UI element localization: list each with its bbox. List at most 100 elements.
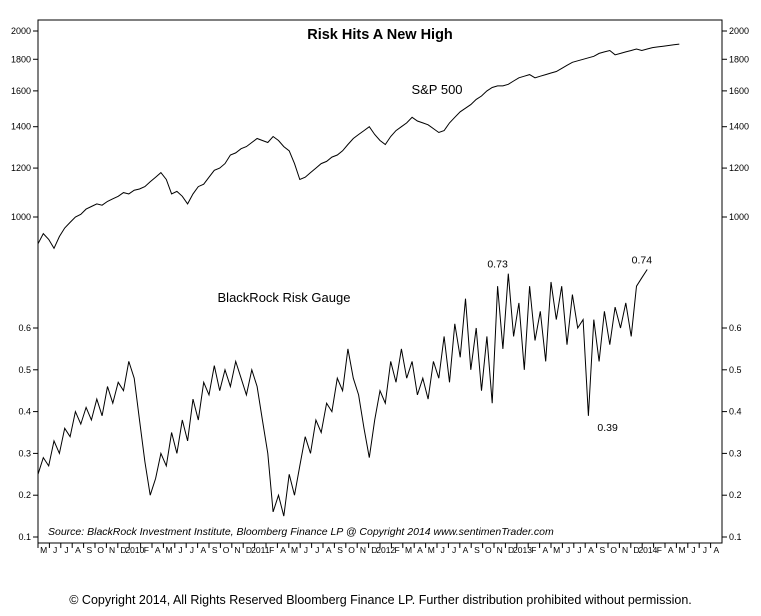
y-tick-label-right: 2000 xyxy=(729,26,749,36)
x-tick-label: A xyxy=(713,545,719,555)
x-tick-label: F xyxy=(269,545,274,555)
x-tick-label: F xyxy=(657,545,662,555)
chart-title: Risk Hits A New High xyxy=(307,27,453,43)
y-tick-label-left: 0.5 xyxy=(18,365,31,375)
y-tick-label-right: 1800 xyxy=(729,54,749,64)
x-tick-label: M xyxy=(679,545,686,555)
y-tick-label-right: 0.3 xyxy=(729,448,742,458)
x-tick-label: A xyxy=(200,545,206,555)
y-tick-label-right: 0.6 xyxy=(729,323,742,333)
x-tick-label: A xyxy=(542,545,548,555)
x-tick-label: F xyxy=(394,545,399,555)
left-axis-ticks: 2000 1800 1600 1400 1200 1000 0.6 0.5 0.4 0.3 0.2 0… xyxy=(11,26,38,542)
y-tick-label-left: 0.3 xyxy=(18,448,31,458)
x-tick-label: A xyxy=(463,545,469,555)
x-tick-label: N xyxy=(622,545,628,555)
x-tick-label: F xyxy=(144,545,149,555)
x-tick-label: J xyxy=(577,545,581,555)
y-tick-label-left: 1800 xyxy=(11,54,31,64)
x-tick-label: A xyxy=(155,545,161,555)
y-tick-label-right: 0.5 xyxy=(729,365,742,375)
annotation-label: 0.74 xyxy=(632,254,653,266)
x-tick-label: S xyxy=(474,545,480,555)
sp500-label: S&P 500 xyxy=(411,82,462,97)
x-tick-label: J xyxy=(452,545,456,555)
y-tick-label-right: 0.1 xyxy=(729,532,742,542)
x-tick-label: M xyxy=(405,545,412,555)
y-tick-label-right: 1000 xyxy=(729,212,749,222)
x-tick-label: 2011 xyxy=(251,545,270,555)
x-tick-label: N xyxy=(497,545,503,555)
x-tick-label: A xyxy=(417,545,423,555)
x-tick-label: M xyxy=(166,545,173,555)
x-tick-label: D xyxy=(120,545,126,555)
sp500-line xyxy=(37,43,680,250)
x-tick-label: 2014 xyxy=(638,545,657,555)
plot-frame xyxy=(37,19,723,544)
x-tick-label: J xyxy=(441,545,445,555)
copyright-footer: © Copyright 2014, All Rights Reserved Bl… xyxy=(69,593,692,607)
y-tick-label-left: 0.6 xyxy=(18,323,31,333)
x-tick-label: F xyxy=(531,545,536,555)
y-tick-label-right: 1600 xyxy=(729,86,749,96)
x-tick-label: M xyxy=(428,545,435,555)
y-tick-label-right: 1200 xyxy=(729,163,749,173)
x-tick-label: D xyxy=(371,545,377,555)
x-tick-label: M xyxy=(40,545,47,555)
y-tick-label-left: 1200 xyxy=(11,163,31,173)
y-tick-label-left: 1600 xyxy=(11,86,31,96)
chart-svg: Risk Hits A New High S&P 500 BlackRock R… xyxy=(11,19,749,555)
y-tick-label-left: 0.1 xyxy=(18,532,31,542)
x-tick-label: O xyxy=(348,545,355,555)
x-tick-label: J xyxy=(566,545,570,555)
source-note: Source: BlackRock Investment Institute, … xyxy=(48,526,554,538)
x-tick-label: D xyxy=(246,545,252,555)
x-tick-label: O xyxy=(610,545,617,555)
x-tick-label: A xyxy=(588,545,594,555)
x-tick-label: J xyxy=(691,545,695,555)
x-tick-label: O xyxy=(97,545,104,555)
x-tick-label: O xyxy=(485,545,492,555)
x-tick-label: N xyxy=(234,545,240,555)
x-tick-label: J xyxy=(304,545,308,555)
x-tick-label: A xyxy=(326,545,332,555)
x-tick-label: 2013 xyxy=(513,545,532,555)
x-tick-label: J xyxy=(64,545,68,555)
x-tick-label: J xyxy=(53,545,57,555)
x-tick-label: J xyxy=(315,545,319,555)
x-tick-label: 2010 xyxy=(125,545,144,555)
x-tick-label: S xyxy=(212,545,218,555)
y-tick-label-left: 0.4 xyxy=(18,407,31,417)
x-tick-label: 2012 xyxy=(376,545,395,555)
x-tick-label: S xyxy=(86,545,92,555)
x-tick-label: N xyxy=(360,545,366,555)
x-tick-label: A xyxy=(668,545,674,555)
annotation-label: 0.73 xyxy=(487,259,508,271)
y-tick-label-left: 2000 xyxy=(11,26,31,36)
x-tick-label: M xyxy=(291,545,298,555)
x-tick-label: J xyxy=(703,545,707,555)
right-axis-ticks: 2000 1800 1600 1400 1200 1000 0.6 0.5 0.4 0.3 0.2 0… xyxy=(722,26,749,542)
x-tick-label: M xyxy=(553,545,560,555)
y-tick-label-right: 1400 xyxy=(729,122,749,132)
y-tick-label-left: 1400 xyxy=(11,122,31,132)
risk-gauge-label: BlackRock Risk Gauge xyxy=(218,290,351,305)
x-tick-label: D xyxy=(508,545,514,555)
risk-gauge-line xyxy=(37,269,648,517)
y-tick-label-left: 0.2 xyxy=(18,490,31,500)
y-tick-label-left: 1000 xyxy=(11,212,31,222)
x-tick-label: A xyxy=(75,545,81,555)
x-tick-label: A xyxy=(280,545,286,555)
y-tick-label-right: 0.2 xyxy=(729,490,742,500)
annotations: 0.73 0.74 0.39 xyxy=(487,254,652,433)
x-tick-label: J xyxy=(178,545,182,555)
x-tick-label: D xyxy=(633,545,639,555)
y-tick-label-right: 0.4 xyxy=(729,407,742,417)
x-tick-label: S xyxy=(599,545,605,555)
x-tick-label: S xyxy=(337,545,343,555)
annotation-label: 0.39 xyxy=(597,422,618,434)
x-tick-label: O xyxy=(223,545,230,555)
x-tick-label: N xyxy=(109,545,115,555)
x-tick-label: J xyxy=(190,545,194,555)
